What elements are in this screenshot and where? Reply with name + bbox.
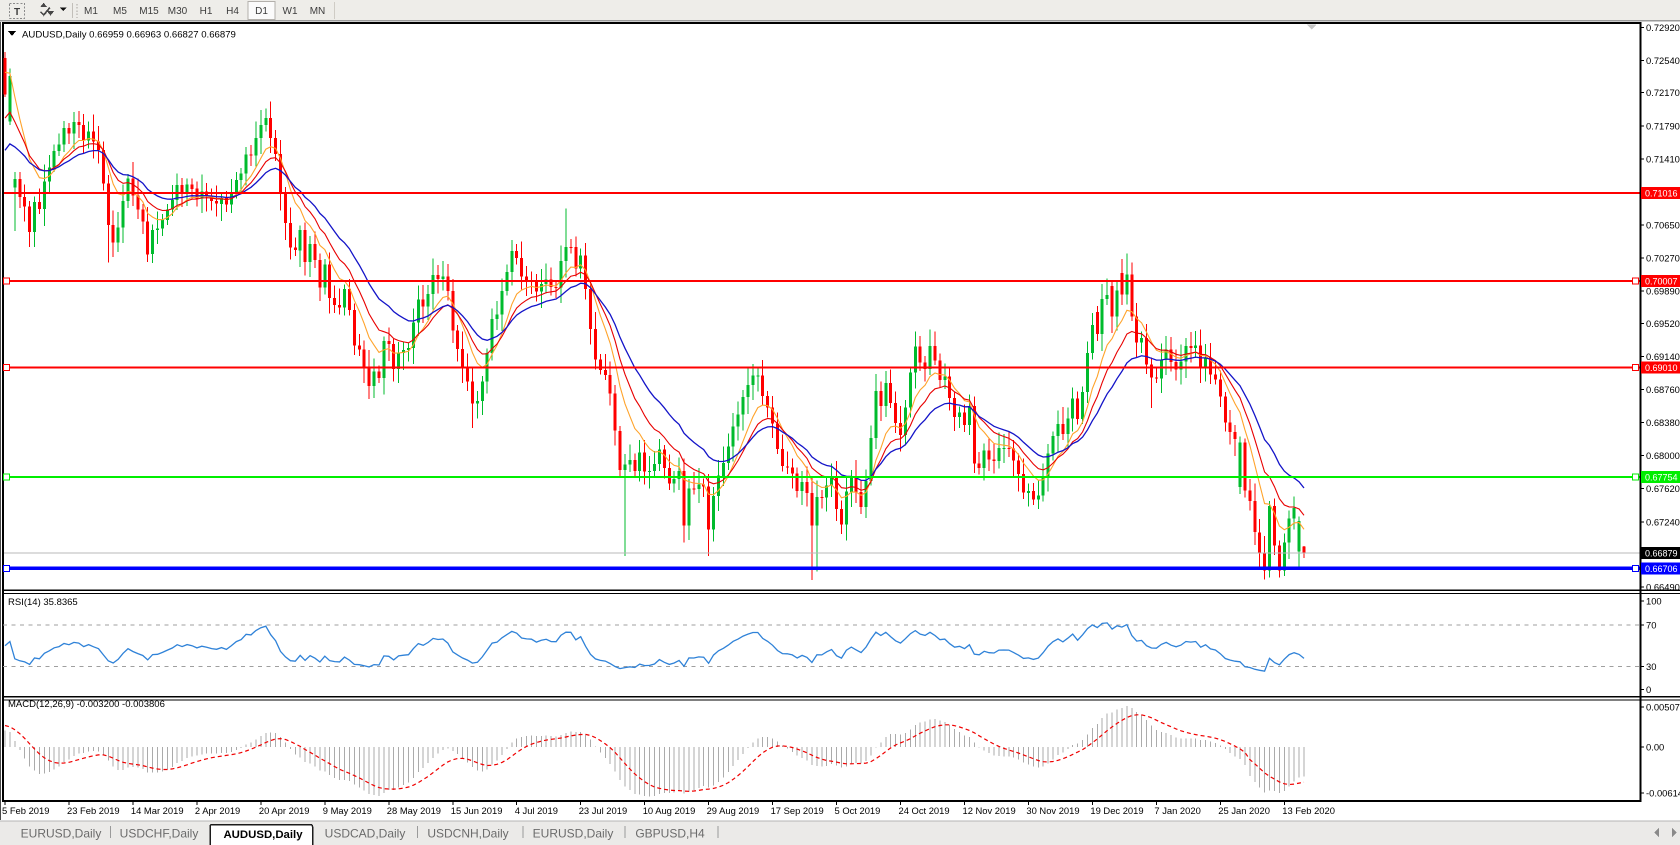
svg-text:RSI(14) 35.8365: RSI(14) 35.8365 [8,597,78,608]
svg-text:0.71016: 0.71016 [1645,189,1678,199]
svg-text:28 May 2019: 28 May 2019 [387,805,441,816]
svg-text:0.71790: 0.71790 [1646,120,1680,131]
svg-text:0.70650: 0.70650 [1646,220,1680,231]
svg-text:70: 70 [1646,620,1656,631]
svg-text:0.69520: 0.69520 [1646,318,1680,329]
svg-text:0.69890: 0.69890 [1646,286,1680,297]
svg-text:24 Oct 2019: 24 Oct 2019 [899,805,950,816]
svg-text:0.72170: 0.72170 [1646,87,1680,98]
svg-text:0.66879: 0.66879 [1645,549,1678,559]
svg-text:GBPUSD,H4: GBPUSD,H4 [635,827,705,841]
svg-text:0.72920: 0.72920 [1646,22,1680,33]
svg-text:23 Jul 2019: 23 Jul 2019 [579,805,627,816]
svg-text:5 Oct 2019: 5 Oct 2019 [835,805,881,816]
svg-text:30: 30 [1646,661,1656,672]
svg-text:AUDUSD,Daily: AUDUSD,Daily [223,829,303,841]
svg-text:0: 0 [1646,684,1651,695]
svg-text:10 Aug 2019: 10 Aug 2019 [643,805,696,816]
svg-text:0.00: 0.00 [1646,742,1664,753]
svg-text:12 Nov 2019: 12 Nov 2019 [963,805,1016,816]
svg-text:USDCHF,Daily: USDCHF,Daily [120,827,199,841]
svg-text:0.67240: 0.67240 [1646,516,1680,527]
svg-text:0.67754: 0.67754 [1645,473,1678,483]
svg-text:0.69010: 0.69010 [1645,363,1678,373]
svg-text:9 May 2019: 9 May 2019 [323,805,372,816]
svg-text:M5: M5 [113,6,127,17]
svg-text:0.005076: 0.005076 [1646,702,1680,713]
svg-text:EURUSD,Daily: EURUSD,Daily [533,827,614,841]
svg-text:-0.00614: -0.00614 [1646,788,1680,799]
svg-text:0.72540: 0.72540 [1646,55,1680,66]
svg-text:0.71410: 0.71410 [1646,153,1680,164]
svg-text:T: T [14,7,20,18]
svg-text:AUDUSD,Daily 0.66959 0.66963: AUDUSD,Daily 0.66959 0.66963 0.66827 0.6… [22,30,236,41]
svg-text:29 Aug 2019: 29 Aug 2019 [707,805,760,816]
svg-text:0.70270: 0.70270 [1646,253,1680,264]
svg-text:15 Jun 2019: 15 Jun 2019 [451,805,503,816]
svg-text:M1: M1 [84,6,98,17]
svg-text:0.70007: 0.70007 [1645,277,1678,287]
svg-text:13 Feb 2020: 13 Feb 2020 [1282,805,1335,816]
svg-text:30 Nov 2019: 30 Nov 2019 [1026,805,1079,816]
svg-text:USDCAD,Daily: USDCAD,Daily [325,827,406,841]
svg-text:0.66706: 0.66706 [1645,564,1678,574]
svg-text:19 Dec 2019: 19 Dec 2019 [1090,805,1143,816]
svg-text:0.69140: 0.69140 [1646,351,1680,362]
svg-text:H1: H1 [200,6,213,17]
svg-text:23 Feb 2019: 23 Feb 2019 [67,805,120,816]
svg-text:0.66490: 0.66490 [1646,582,1680,593]
svg-text:H4: H4 [226,6,239,17]
svg-text:100: 100 [1646,596,1662,607]
svg-text:W1: W1 [283,6,298,17]
svg-text:2 Apr 2019: 2 Apr 2019 [195,805,240,816]
svg-text:M30: M30 [168,6,188,17]
svg-text:0.68760: 0.68760 [1646,384,1680,395]
svg-text:7 Jan 2020: 7 Jan 2020 [1154,805,1200,816]
svg-text:MN: MN [310,6,326,17]
svg-text:4 Jul 2019: 4 Jul 2019 [515,805,558,816]
svg-text:EURUSD,Daily: EURUSD,Daily [21,827,102,841]
svg-text:MACD(12,26,9) -0.003200 -0.003: MACD(12,26,9) -0.003200 -0.003806 [8,699,165,710]
svg-text:M15: M15 [139,6,159,17]
svg-text:17 Sep 2019: 17 Sep 2019 [771,805,824,816]
svg-text:25 Jan 2020: 25 Jan 2020 [1218,805,1270,816]
svg-text:14 Mar 2019: 14 Mar 2019 [131,805,184,816]
svg-text:0.68380: 0.68380 [1646,417,1680,428]
svg-text:0.68000: 0.68000 [1646,450,1680,461]
svg-text:D1: D1 [255,6,268,17]
svg-text:USDCNH,Daily: USDCNH,Daily [427,827,508,841]
svg-text:0.67620: 0.67620 [1646,483,1680,494]
svg-text:20 Apr 2019: 20 Apr 2019 [259,805,310,816]
svg-text:5 Feb 2019: 5 Feb 2019 [2,805,49,816]
